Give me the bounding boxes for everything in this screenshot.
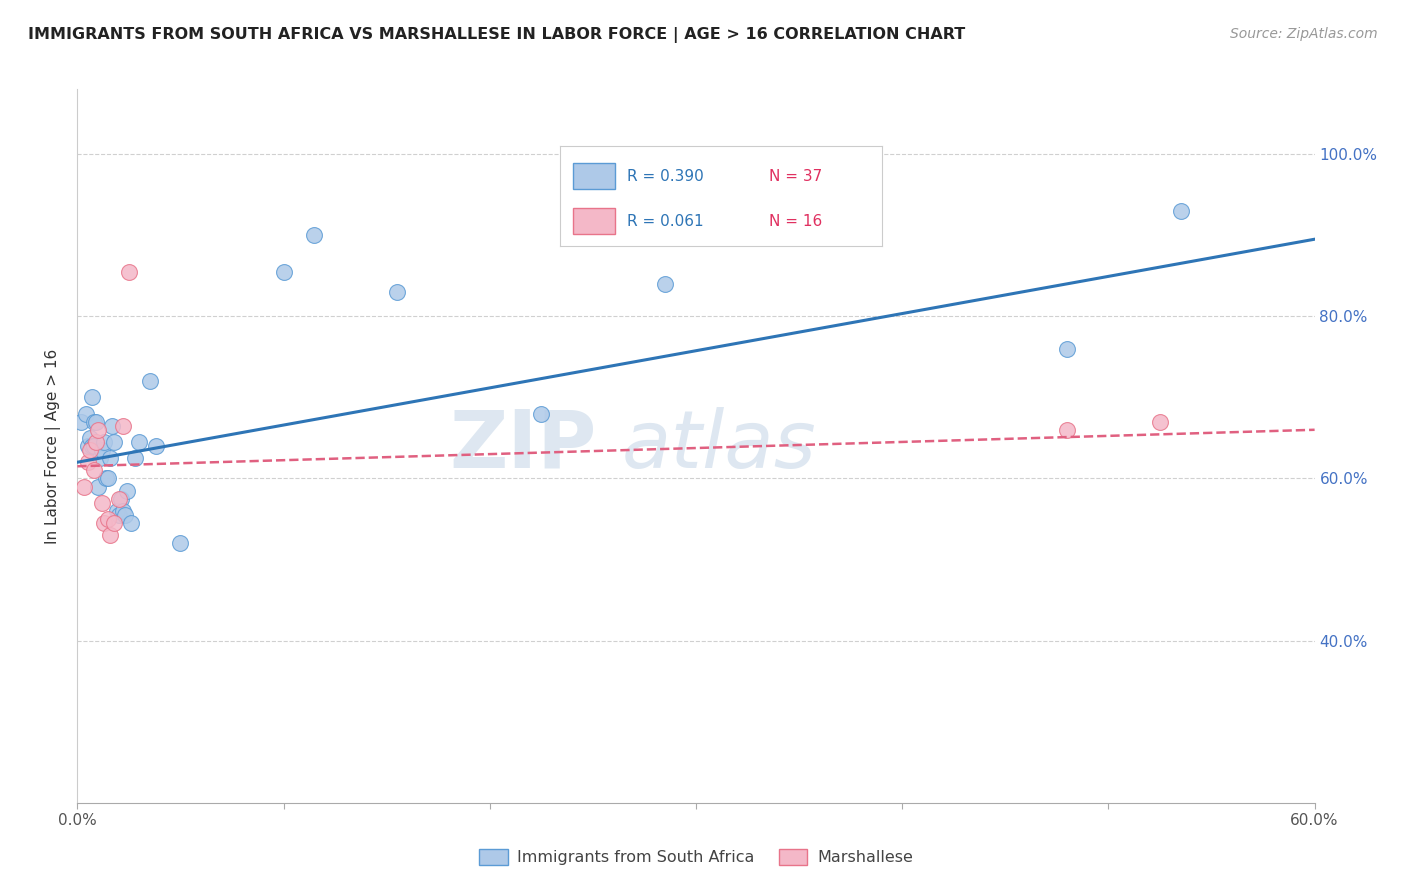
Point <box>111 418 134 433</box>
Text: atlas: atlas <box>621 407 817 485</box>
Point <box>145 439 167 453</box>
Point <box>97 471 120 485</box>
Point <box>97 512 120 526</box>
Point <box>103 516 125 530</box>
Point <box>1056 342 1078 356</box>
Point <box>93 516 115 530</box>
Point <box>128 434 150 449</box>
Point <box>83 463 105 477</box>
Point <box>118 265 141 279</box>
Point <box>75 407 97 421</box>
Point <box>72 479 94 493</box>
Point <box>124 451 146 466</box>
Point <box>84 415 107 429</box>
Point <box>273 265 295 279</box>
Point <box>115 483 138 498</box>
Point <box>83 415 105 429</box>
Point <box>1170 203 1192 218</box>
Point <box>114 508 136 522</box>
Point <box>87 479 110 493</box>
Point <box>87 423 110 437</box>
Point <box>530 407 553 421</box>
Point <box>304 228 326 243</box>
Point <box>120 516 142 530</box>
Point <box>103 434 125 449</box>
Point <box>105 504 128 518</box>
Point <box>89 451 111 466</box>
Point <box>101 418 124 433</box>
Point <box>76 455 98 469</box>
Point <box>79 443 101 458</box>
Point <box>111 504 134 518</box>
Legend: Immigrants from South Africa, Marshallese: Immigrants from South Africa, Marshalles… <box>471 841 921 873</box>
Text: ZIP: ZIP <box>450 407 598 485</box>
Point <box>93 434 115 449</box>
Point <box>80 439 103 453</box>
Point <box>80 390 103 404</box>
Point <box>107 491 129 506</box>
Point <box>98 528 121 542</box>
Point <box>107 508 129 522</box>
Point <box>91 496 114 510</box>
Point <box>84 434 107 449</box>
Point <box>1056 423 1078 437</box>
Point <box>110 491 132 506</box>
Point <box>79 431 101 445</box>
Text: IMMIGRANTS FROM SOUTH AFRICA VS MARSHALLESE IN LABOR FORCE | AGE > 16 CORRELATIO: IMMIGRANTS FROM SOUTH AFRICA VS MARSHALL… <box>28 27 966 43</box>
Point <box>76 439 98 453</box>
Point <box>96 471 118 485</box>
Point <box>654 277 676 291</box>
Point <box>83 439 105 453</box>
Point <box>138 374 160 388</box>
Point <box>70 415 93 429</box>
Point <box>385 285 408 299</box>
Point <box>91 443 114 458</box>
Text: Source: ZipAtlas.com: Source: ZipAtlas.com <box>1230 27 1378 41</box>
Point <box>98 451 121 466</box>
Y-axis label: In Labor Force | Age > 16: In Labor Force | Age > 16 <box>45 349 62 543</box>
Point <box>1149 415 1171 429</box>
Point <box>169 536 191 550</box>
